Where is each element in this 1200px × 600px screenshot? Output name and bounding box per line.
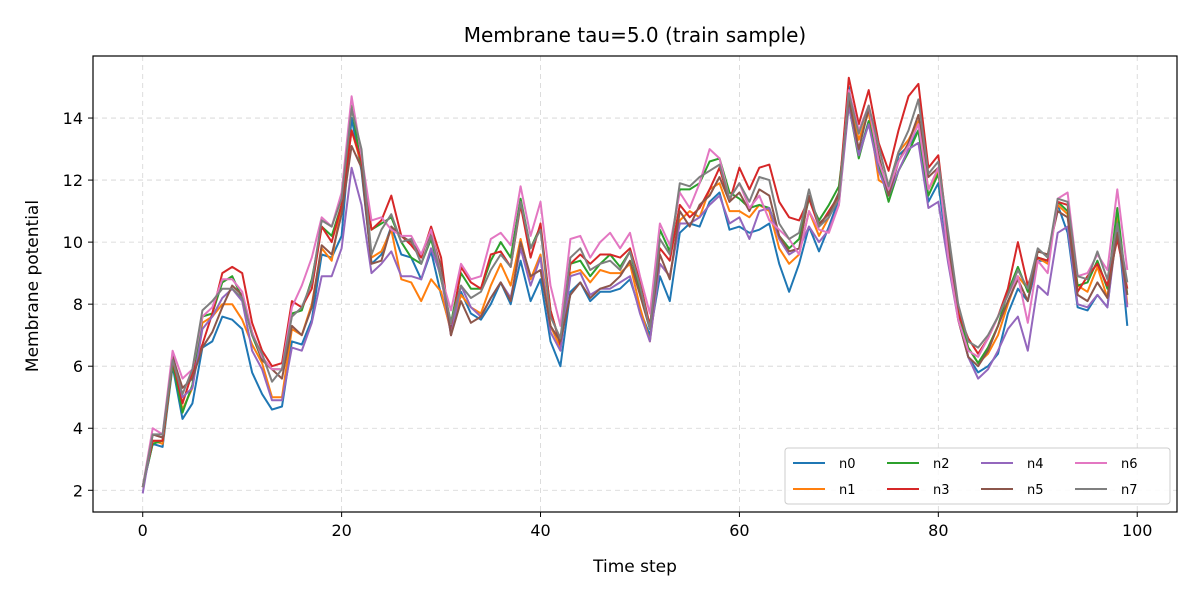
plot-frame (92, 55, 1178, 513)
series-line-n4 (141, 104, 1129, 494)
legend-label-n1: n1 (839, 483, 856, 498)
y-tick-label: 2 (73, 481, 83, 500)
x-tick-label: 0 (138, 521, 148, 540)
legend-label-n6: n6 (1121, 457, 1138, 472)
y-tick-label: 12 (63, 171, 83, 190)
y-tick-label: 8 (73, 295, 83, 314)
x-tick-label: 100 (1122, 521, 1153, 540)
chart-title: Membrane tau=5.0 (train sample) (464, 23, 806, 47)
legend-label-n0: n0 (839, 457, 856, 472)
legend: n0 n1 n2 n3 n4 n5 n6 n7 (784, 447, 1171, 505)
y-tick-label: 4 (73, 419, 83, 438)
x-tick-label: 60 (729, 521, 749, 540)
y-tick-label: 6 (73, 357, 83, 376)
series-line-n6 (141, 89, 1129, 488)
x-tick-label: 40 (530, 521, 550, 540)
legend-label-n5: n5 (1027, 483, 1044, 498)
x-axis-label: Time step (592, 557, 677, 577)
grid (93, 56, 1177, 512)
series-line-n7 (141, 92, 1129, 488)
x-tick-label: 80 (928, 521, 948, 540)
legend-label-n7: n7 (1121, 483, 1138, 498)
legend-label-n4: n4 (1027, 457, 1044, 472)
y-axis-label: Membrane potential (23, 200, 43, 372)
legend-label-n2: n2 (933, 457, 950, 472)
series-lines (141, 76, 1129, 494)
legend-label-n3: n3 (933, 483, 950, 498)
legend-box (784, 447, 1171, 505)
axis-ticks: 0 20 40 60 80 100 2 4 6 8 10 12 14 (63, 109, 1153, 540)
y-tick-label: 10 (63, 233, 83, 252)
x-tick-label: 20 (331, 521, 351, 540)
y-tick-label: 14 (63, 109, 83, 128)
